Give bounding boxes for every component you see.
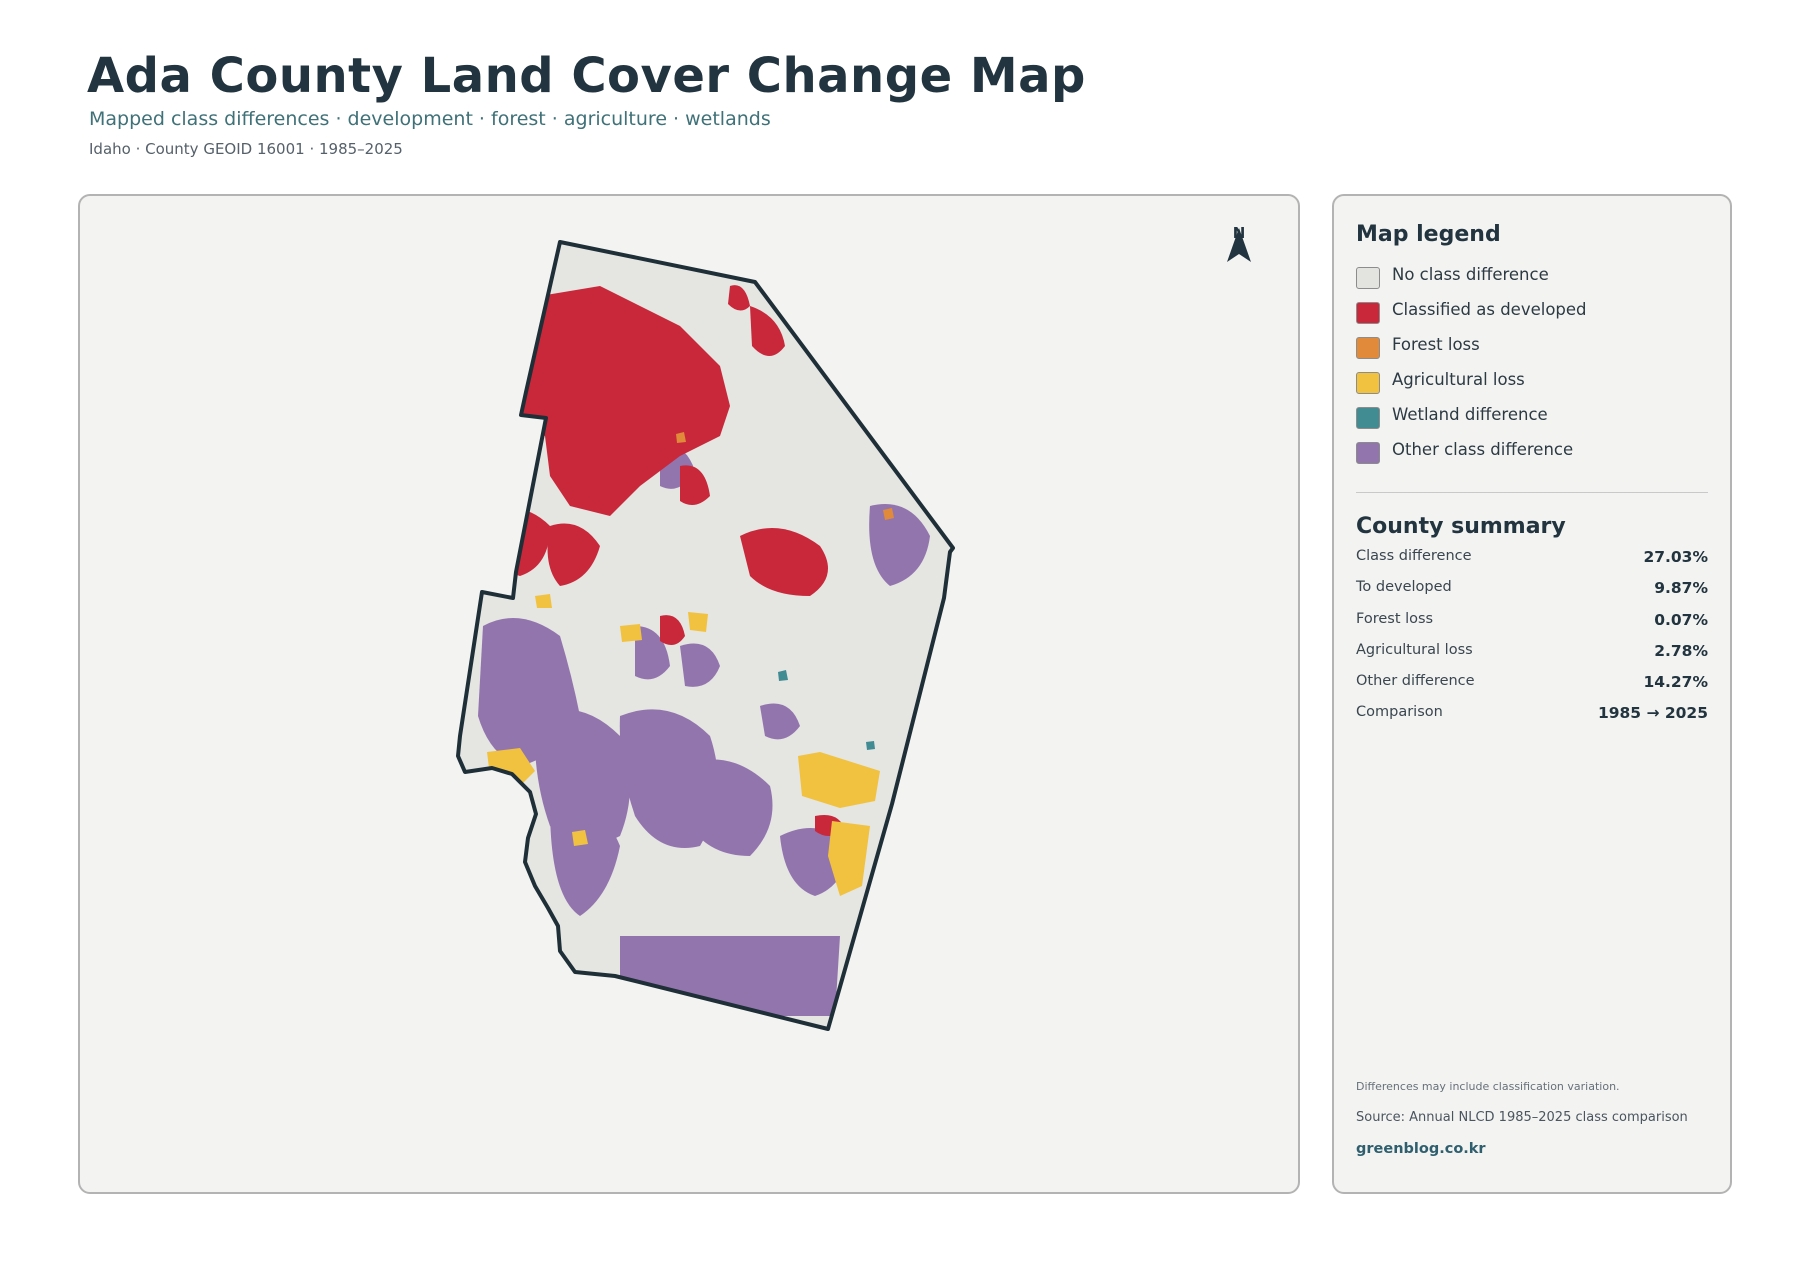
summary-row-forest-loss: Forest loss 0.07% (1356, 611, 1708, 642)
other-patch (680, 643, 720, 687)
other-patch (550, 804, 620, 916)
ag-loss-patch (798, 752, 880, 808)
side-panel: Map legend No class difference Classifie… (1332, 194, 1732, 1194)
county-map[interactable] (80, 196, 1300, 1194)
legend-title: Map legend (1356, 222, 1501, 247)
source-text: Source: Annual NLCD 1985–2025 class comp… (1356, 1110, 1688, 1125)
ag-loss-patch (620, 624, 642, 642)
forest-loss-patch (676, 432, 686, 443)
summary-label: Class difference (1356, 548, 1472, 564)
page-title: Ada County Land Cover Change Map (87, 48, 1086, 104)
ag-loss-patch (535, 594, 552, 608)
developed-patch (728, 285, 750, 311)
panel-divider (1356, 492, 1708, 493)
legend-swatch (1356, 302, 1380, 324)
legend-swatch (1356, 442, 1380, 464)
wetland-patch (778, 670, 788, 681)
developed-patch (750, 306, 785, 356)
wetland-patch (866, 741, 875, 750)
summary-value: 2.78% (1654, 641, 1708, 660)
county-summary: Class difference 27.03% To developed 9.8… (1356, 548, 1708, 736)
forest-loss-areas (676, 432, 894, 520)
summary-label: To developed (1356, 579, 1452, 596)
ag-loss-patch (828, 821, 870, 896)
legend-label: Classified as developed (1392, 300, 1587, 319)
map-legend: No class difference Classified as develo… (1356, 266, 1587, 476)
summary-value: 0.07% (1654, 610, 1708, 629)
summary-row-other-difference: Other difference 14.27% (1356, 673, 1708, 704)
page-meta: Idaho · County GEOID 16001 · 1985–2025 (89, 140, 403, 158)
developed-patch (520, 286, 730, 516)
summary-value: 27.03% (1643, 548, 1708, 566)
legend-swatch (1356, 407, 1380, 429)
summary-label: Agricultural loss (1356, 641, 1473, 658)
legend-item-no-class-difference: No class difference (1356, 266, 1587, 301)
summary-label: Forest loss (1356, 610, 1434, 627)
summary-label: Comparison (1356, 704, 1443, 721)
other-patch (760, 703, 800, 740)
wetland-difference-areas (778, 670, 875, 750)
summary-value: 14.27% (1643, 673, 1708, 692)
developed-patch (547, 523, 600, 586)
summary-label: Other difference (1356, 673, 1475, 690)
forest-loss-patch (883, 508, 894, 520)
legend-label: Agricultural loss (1392, 370, 1525, 389)
legend-label: Wetland difference (1392, 405, 1548, 424)
developed-patch (740, 528, 828, 596)
summary-value: 9.87% (1654, 579, 1708, 598)
ag-loss-patch (500, 786, 514, 800)
other-patch (480, 683, 510, 720)
summary-row-class-difference: Class difference 27.03% (1356, 548, 1708, 579)
summary-row-agricultural-loss: Agricultural loss 2.78% (1356, 642, 1708, 673)
legend-item-other-class-difference: Other class difference (1356, 441, 1587, 476)
developed-patch (680, 465, 710, 505)
legend-item-agricultural-loss: Agricultural loss (1356, 371, 1587, 406)
legend-label: No class difference (1392, 265, 1549, 284)
summary-value: 1985 → 2025 (1597, 704, 1708, 723)
footnote: Differences may include classification v… (1356, 1080, 1620, 1093)
map-panel[interactable]: N (78, 194, 1300, 1194)
developed-patch (660, 615, 685, 645)
other-patch (869, 504, 930, 586)
site-credit[interactable]: greenblog.co.kr (1356, 1141, 1486, 1157)
ag-loss-patch (688, 612, 708, 632)
north-arrow: N (1224, 224, 1254, 262)
summary-row-to-developed: To developed 9.87% (1356, 579, 1708, 610)
legend-swatch (1356, 337, 1380, 359)
legend-swatch (1356, 372, 1380, 394)
ag-loss-patch (572, 830, 588, 846)
summary-row-comparison: Comparison 1985 → 2025 (1356, 704, 1708, 735)
page-subtitle: Mapped class differences · development ·… (89, 108, 771, 130)
legend-swatch (1356, 267, 1380, 289)
legend-item-developed: Classified as developed (1356, 301, 1587, 336)
legend-label: Other class difference (1392, 440, 1574, 459)
north-arrow-icon (1227, 228, 1251, 262)
legend-label: Forest loss (1392, 335, 1480, 354)
other-patch (680, 759, 773, 856)
legend-item-forest-loss: Forest loss (1356, 336, 1587, 371)
legend-item-wetland-difference: Wetland difference (1356, 406, 1587, 441)
summary-title: County summary (1356, 514, 1566, 539)
